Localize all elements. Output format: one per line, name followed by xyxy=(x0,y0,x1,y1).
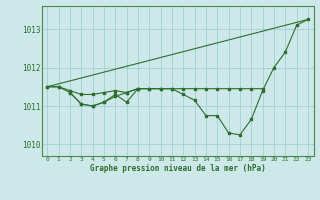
X-axis label: Graphe pression niveau de la mer (hPa): Graphe pression niveau de la mer (hPa) xyxy=(90,164,266,173)
